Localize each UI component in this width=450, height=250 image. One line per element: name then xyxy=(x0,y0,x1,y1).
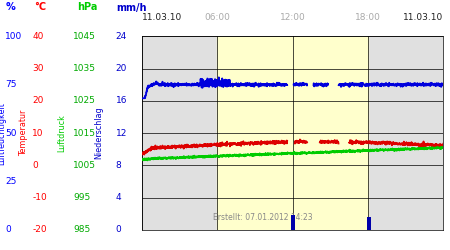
Text: -10: -10 xyxy=(32,193,47,202)
Text: 8: 8 xyxy=(116,161,122,170)
Text: Luftfeuchtigkeit: Luftfeuchtigkeit xyxy=(0,102,7,164)
Text: hPa: hPa xyxy=(77,2,98,12)
Bar xyxy=(367,217,371,230)
Text: Luftdruck: Luftdruck xyxy=(58,114,67,152)
Text: 50: 50 xyxy=(5,128,17,138)
Bar xyxy=(291,216,295,230)
Text: 75: 75 xyxy=(5,80,17,89)
Text: 06:00: 06:00 xyxy=(204,14,230,22)
Text: 100: 100 xyxy=(5,32,22,41)
Text: Erstellt: 07.01.2012 14:23: Erstellt: 07.01.2012 14:23 xyxy=(212,213,312,222)
Text: 1015: 1015 xyxy=(73,128,96,138)
Text: 18:00: 18:00 xyxy=(355,14,381,22)
Text: Niederschlag: Niederschlag xyxy=(94,107,104,160)
Text: 1045: 1045 xyxy=(73,32,96,41)
Text: 30: 30 xyxy=(32,64,44,73)
Text: -20: -20 xyxy=(32,226,47,234)
Text: Temperatur: Temperatur xyxy=(19,110,28,156)
Text: 11.03.10: 11.03.10 xyxy=(142,14,182,22)
Text: mm/h: mm/h xyxy=(116,2,147,12)
Text: 0: 0 xyxy=(116,226,122,234)
Text: 0: 0 xyxy=(32,161,38,170)
Text: 24: 24 xyxy=(116,32,127,41)
Text: %: % xyxy=(5,2,15,12)
Bar xyxy=(217,36,368,230)
Text: 10: 10 xyxy=(32,128,44,138)
Text: 1035: 1035 xyxy=(73,64,96,73)
Text: 11.03.10: 11.03.10 xyxy=(403,14,443,22)
Text: 12:00: 12:00 xyxy=(279,14,306,22)
Text: 0: 0 xyxy=(5,226,11,234)
Text: 12: 12 xyxy=(116,128,127,138)
Text: 1005: 1005 xyxy=(73,161,96,170)
Text: 20: 20 xyxy=(32,96,44,105)
Text: 20: 20 xyxy=(116,64,127,73)
Text: 995: 995 xyxy=(73,193,90,202)
Text: 1025: 1025 xyxy=(73,96,96,105)
Text: 985: 985 xyxy=(73,226,90,234)
Text: 25: 25 xyxy=(5,177,17,186)
Text: 16: 16 xyxy=(116,96,127,105)
Text: 4: 4 xyxy=(116,193,122,202)
Text: 40: 40 xyxy=(32,32,44,41)
Text: °C: °C xyxy=(34,2,46,12)
